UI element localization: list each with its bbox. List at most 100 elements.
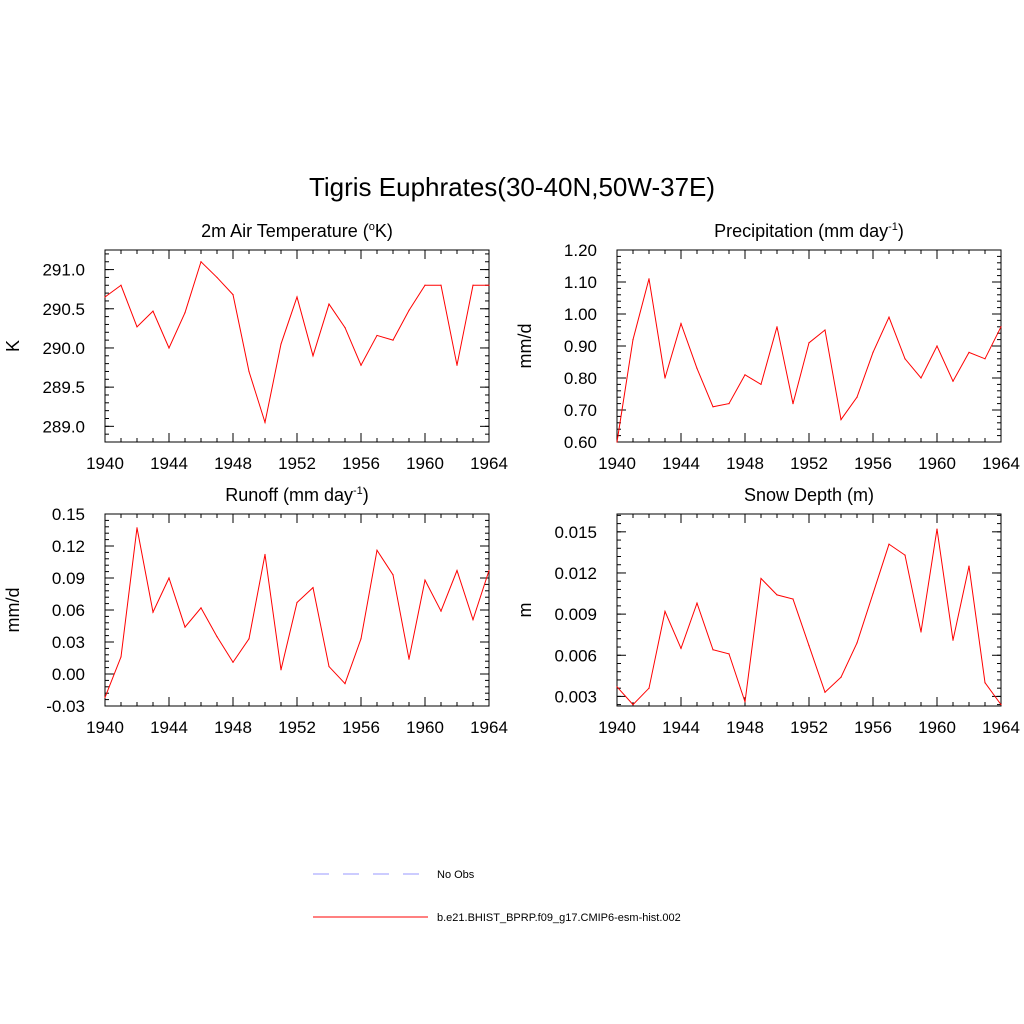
panel-title-text: Runoff (mm day [225,485,353,505]
legend: No Obs b.e21.BHIST_BPRP.f09_g17.CMIP6-esm… [313,869,681,924]
data-point [648,278,650,280]
y-tick-label: 0.015 [554,523,597,542]
data-point [664,610,666,612]
data-point [904,554,906,556]
y-tick-label: 0.09 [52,569,85,588]
data-point [696,602,698,604]
data-point [616,686,618,688]
x-tick-label: 1944 [662,718,700,737]
chart-panels: 1940 1944 1948 1952 1956 1960 1964 289.0 289.5 29… [3,221,1020,737]
y-axis-label: m [515,603,535,618]
x-tick-label: 1956 [342,454,380,473]
data-point [424,579,426,581]
data-point [456,364,458,366]
data-point [344,326,346,329]
data-point [264,421,266,424]
data-point [824,329,826,331]
data-point [920,631,922,633]
x-tick-label: 1956 [854,454,892,473]
data-point [200,261,202,263]
x-tick-label: 1940 [598,454,636,473]
data-point [952,380,954,382]
x-tick-label: 1948 [214,718,252,737]
y-tick-label: 1.20 [564,241,597,260]
panel-1: 1940 1944 1948 1952 1956 1960 1964 289.0 289.5 29… [3,221,508,473]
data-point [904,358,906,360]
data-point [840,676,842,678]
legend-label: b.e21.BHIST_BPRP.f09_g17.CMIP6-esm-hist.… [437,912,681,924]
data-point [696,367,698,369]
y-tick-label: -0.03 [46,697,85,716]
data-point [984,682,986,684]
x-tick-label: 1952 [278,718,316,737]
data-point [488,569,490,572]
data-point [328,665,330,668]
x-tick-label: 1944 [662,454,700,473]
y-tick-label: 0.60 [564,433,597,452]
x-tick-label: 1944 [150,718,188,737]
data-point [760,577,762,580]
legend-label: No Obs [437,869,475,881]
data-point [760,383,762,385]
data-point [840,419,842,421]
data-point [648,687,650,689]
data-point [744,701,746,703]
panel-title-superscript: -1 [353,485,363,497]
data-point [296,296,298,298]
y-tick-label: 0.12 [52,537,85,556]
data-point [712,406,714,408]
data-point [792,403,794,405]
data-point [728,653,730,655]
x-tick-label: 1964 [982,718,1020,737]
x-tick-label: 1948 [726,454,764,473]
data-point [440,610,442,612]
data-point [472,619,474,621]
y-axis-label: mm/d [3,588,23,633]
data-point [984,358,986,360]
data-point [152,310,154,312]
data-point [872,592,874,595]
y-tick-label: 290.5 [42,300,85,319]
y-tick-label: 0.009 [554,605,597,624]
data-point [168,347,170,349]
data-point [360,364,362,366]
y-tick-label: 0.003 [554,687,597,706]
panel-4: 1940 1944 1948 1952 1956 1960 1964 0.003 0.006 0.… [515,485,1020,737]
data-point [312,355,314,357]
x-tick-label: 1964 [982,454,1020,473]
data-point [936,345,938,347]
data-point [968,565,970,567]
panel-3: 1940 1944 1948 1952 1956 1960 1964 -0.03 0.00 0.0… [3,485,508,737]
data-point [472,284,474,286]
data-point [424,284,426,286]
x-tick-label: 1960 [406,718,444,737]
data-point [184,626,186,628]
data-point [152,611,154,613]
data-point [232,661,234,663]
y-tick-label: 0.70 [564,401,597,420]
x-tick-label: 1956 [342,718,380,737]
data-point [856,642,858,644]
y-tick-label: 290.0 [42,339,85,358]
x-tick-label: 1940 [86,718,124,737]
data-point [136,527,138,529]
panel-2: 1940 1944 1948 1952 1956 1960 1964 0.60 0.70 0.80… [515,221,1020,473]
data-point [888,543,890,545]
x-tick-label: 1956 [854,718,892,737]
data-point [456,569,458,572]
x-tick-label: 1940 [598,718,636,737]
data-point [296,601,298,604]
y-tick-label: 0.012 [554,564,597,583]
x-tick-label: 1948 [214,454,252,473]
x-tick-label: 1944 [150,454,188,473]
y-tick-label: 0.00 [52,665,85,684]
data-point [664,377,666,379]
panel-title-text: Precipitation (mm day [714,221,888,241]
data-point [376,549,378,551]
data-point [120,656,122,658]
y-tick-label: 289.5 [42,378,85,397]
y-tick-label: 0.03 [52,633,85,652]
data-point [808,645,810,647]
data-point [280,669,282,671]
